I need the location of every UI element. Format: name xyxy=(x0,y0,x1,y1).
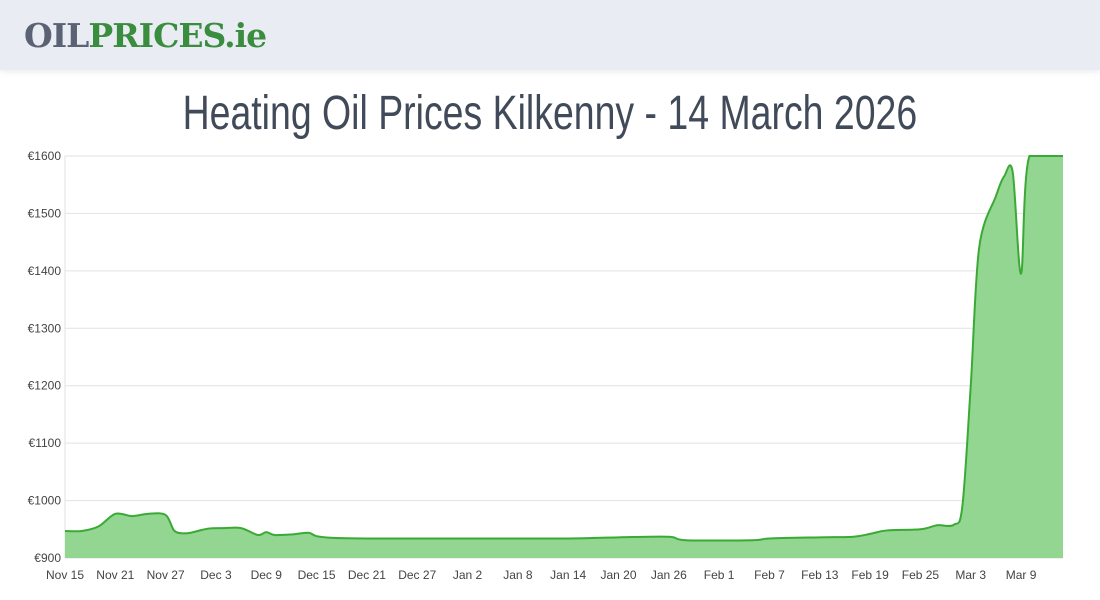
y-tick-label: €900 xyxy=(34,551,61,565)
x-tick-label: Dec 9 xyxy=(251,568,283,582)
x-tick-label: Feb 25 xyxy=(902,568,940,582)
site-logo[interactable]: OILPRICES.ie xyxy=(24,16,267,56)
site-header: OILPRICES.ie xyxy=(0,0,1100,70)
y-tick-label: €1100 xyxy=(29,436,62,450)
y-tick-label: €1300 xyxy=(28,321,62,335)
price-line xyxy=(64,154,1063,542)
y-tick-label: €1200 xyxy=(28,379,62,393)
x-tick-label: Nov 21 xyxy=(96,568,134,582)
y-tick-label: €1600 xyxy=(28,149,62,163)
x-tick-label: Dec 15 xyxy=(298,568,336,582)
x-tick-label: Jan 26 xyxy=(651,568,687,582)
x-tick-label: Nov 27 xyxy=(147,568,185,582)
logo-text-oil: OIL xyxy=(24,16,89,55)
x-tick-label: Dec 21 xyxy=(348,568,386,582)
x-tick-label: Jan 2 xyxy=(453,568,483,582)
x-tick-label: Jan 20 xyxy=(600,568,636,582)
page-title: Heating Oil Prices Kilkenny - 14 March 2… xyxy=(182,87,918,140)
x-tick-label: Mar 3 xyxy=(955,568,986,582)
area-fill xyxy=(65,156,1063,558)
x-tick-label: Mar 9 xyxy=(1006,568,1037,582)
x-tick-label: Feb 1 xyxy=(704,568,735,582)
x-tick-label: Jan 8 xyxy=(503,568,533,582)
y-tick-label: €1000 xyxy=(28,494,62,508)
x-tick-label: Nov 15 xyxy=(46,568,84,582)
x-tick-label: Dec 27 xyxy=(398,568,436,582)
y-tick-label: €1500 xyxy=(28,206,62,220)
y-tick-label: €1400 xyxy=(28,264,62,278)
x-tick-label: Jan 14 xyxy=(550,568,586,582)
x-tick-label: Feb 7 xyxy=(754,568,785,582)
x-tick-label: Feb 19 xyxy=(851,568,889,582)
x-tick-label: Feb 13 xyxy=(801,568,839,582)
logo-text-prices: PRICES.ie xyxy=(88,16,267,55)
x-tick-label: Dec 3 xyxy=(200,568,232,582)
